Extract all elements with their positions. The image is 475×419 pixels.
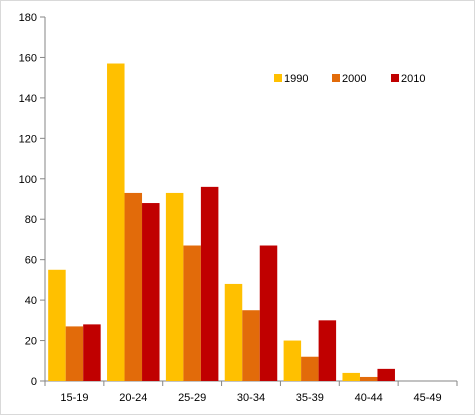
bar-2010-25-29 [200,186,219,381]
x-axis: 15-19 20-24 25-29 30-34 35-39 40-44 45-49 [44,380,458,404]
legend-item-1990: 1990 [274,73,308,85]
legend-label: 1990 [284,73,308,85]
y-tick-label: 40 [25,295,37,307]
y-tick-label: 180 [19,12,37,24]
bar-1990-20-24 [107,63,125,382]
legend-swatch [332,74,340,82]
y-tick-label: 140 [19,93,37,105]
y-axis: 0 20 40 60 80 100 120 140 160 180 [19,12,46,388]
bar-1990-30-34 [224,283,243,381]
x-tick-label: 35-39 [296,392,324,404]
bar-2000-40-44 [359,376,378,381]
legend-item-2000: 2000 [332,73,366,85]
legend-swatch [274,74,282,82]
bar-1990-35-39 [283,340,302,381]
y-tick-label: 80 [25,214,37,226]
bar-2010-15-19 [83,324,101,381]
x-tick-label: 25-29 [178,392,206,404]
bar-2000-15-19 [65,326,84,381]
legend-label: 2000 [342,73,366,85]
bar-2000-30-34 [242,310,260,381]
legend-label: 2010 [401,73,425,85]
x-tick-label: 15-19 [60,392,88,404]
y-tick-label: 160 [19,52,37,64]
bars [48,63,395,382]
bar-2000-35-39 [301,356,319,381]
bar-1990-25-29 [165,192,184,381]
bar-2000-25-29 [183,245,201,381]
bar-1990-40-44 [342,372,360,381]
x-tick-label: 20-24 [119,392,147,404]
bar-2010-40-44 [377,368,395,381]
legend-swatch [391,74,399,82]
x-tick-label: 30-34 [237,392,265,404]
legend-item-2010: 2010 [391,73,425,85]
bar-2000-20-24 [124,192,143,381]
legend: 1990 2000 2010 [274,73,425,85]
bar-1990-15-19 [48,269,66,381]
x-tick-label: 45-49 [414,392,442,404]
bar-2010-20-24 [142,203,160,381]
y-tick-label: 0 [31,376,37,388]
x-tick-label: 40-44 [355,392,383,404]
bar-2010-30-34 [259,245,278,381]
bar-2010-35-39 [318,320,337,381]
y-tick-label: 120 [19,133,37,145]
y-tick-label: 60 [25,255,37,267]
y-tick-label: 100 [19,174,37,186]
y-tick-label: 20 [25,336,37,348]
